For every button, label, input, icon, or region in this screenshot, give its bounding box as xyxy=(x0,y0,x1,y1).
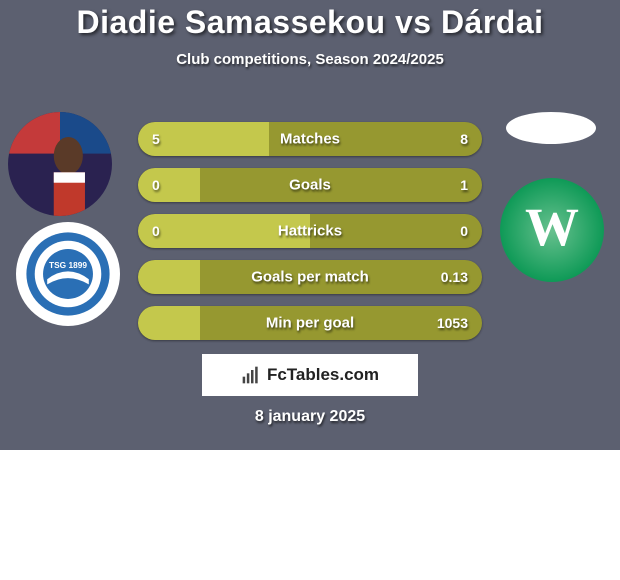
stat-bar-fill xyxy=(138,306,200,340)
stat-bar: 5Matches8 xyxy=(138,122,482,156)
page-title: Diadie Samassekou vs Dárdai xyxy=(0,4,620,41)
date-text: 8 january 2025 xyxy=(0,408,620,426)
stat-bar-fill xyxy=(138,168,200,202)
bars-icon xyxy=(241,365,261,385)
stat-value-right: 0.13 xyxy=(441,269,468,285)
club-badge-letter: W xyxy=(525,196,579,258)
stat-value-left: 0 xyxy=(152,223,160,239)
club-badge-right: W xyxy=(500,178,604,282)
left-avatars: TSG 1899 xyxy=(8,112,120,326)
stat-bar: Goals per match0.13 xyxy=(138,260,482,294)
stat-value-right: 8 xyxy=(460,131,468,147)
player-photo-left xyxy=(8,112,112,216)
stat-value-right: 1 xyxy=(460,177,468,193)
stat-bar: Min per goal1053 xyxy=(138,306,482,340)
stat-bar: 0Goals1 xyxy=(138,168,482,202)
subtitle: Club competitions, Season 2024/2025 xyxy=(0,51,620,68)
right-avatars: W xyxy=(500,112,612,282)
brand-text: FcTables.com xyxy=(267,365,379,385)
stat-value-right: 0 xyxy=(460,223,468,239)
comparison-card: Diadie Samassekou vs Dárdai Club competi… xyxy=(0,0,620,450)
stat-bar: 0Hattricks0 xyxy=(138,214,482,248)
player-photo-right xyxy=(506,112,596,144)
club-badge-left: TSG 1899 xyxy=(16,222,120,326)
stat-bar-fill xyxy=(138,214,310,248)
stat-value-right: 1053 xyxy=(437,315,468,331)
stat-bar-fill xyxy=(138,260,200,294)
svg-text:TSG 1899: TSG 1899 xyxy=(49,260,87,270)
brand-box[interactable]: FcTables.com xyxy=(202,354,418,396)
stats-bars: 5Matches8 0Goals1 0Hattricks0 Goals per mat… xyxy=(138,122,482,352)
stat-value-left: 0 xyxy=(152,177,160,193)
stat-value-left: 5 xyxy=(152,131,160,147)
